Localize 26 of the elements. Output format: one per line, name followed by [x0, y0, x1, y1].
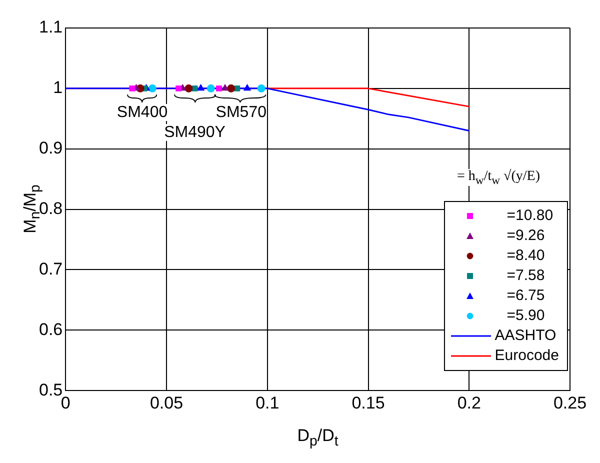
legend-label: =6.75: [506, 287, 545, 304]
legend-label: =8.40: [506, 247, 545, 264]
y-tick-label: 0.9: [38, 138, 63, 158]
x-tick-label: 0.25: [553, 393, 587, 412]
y-tick-label: 0.7: [38, 259, 63, 278]
legend-label: =5.90: [506, 307, 545, 324]
legend-label: =9.26: [506, 227, 545, 244]
x-tick-label: 0.1: [256, 393, 280, 412]
legend-label: =7.58: [506, 267, 545, 284]
annotation: SM400: [116, 104, 168, 122]
annotation: = h$_{w}$/t$_{w}$ √(y/E): [457, 168, 540, 186]
y-tick-label: 0.6: [38, 320, 63, 339]
x-tick-label: 0: [60, 393, 70, 412]
legend-label: AASHTO: [494, 327, 556, 344]
y-tick-label: 1: [53, 78, 63, 98]
x-axis-title: D$_{p}$/D$_{t}$: [296, 426, 340, 450]
annotation: SM490Y: [164, 124, 226, 142]
x-tick-label: 0.15: [352, 393, 385, 412]
y-tick-label: 0.5: [38, 380, 63, 400]
legend-label: =10.80: [506, 207, 554, 224]
x-tick-label: 0.2: [457, 393, 481, 412]
y-tick-label: 0.8: [38, 198, 63, 218]
annotation: SM570: [216, 104, 266, 122]
y-tick-label: 1.1: [38, 18, 63, 37]
legend-label: Eurocode: [494, 347, 559, 364]
x-tick-label: 0.05: [150, 393, 184, 412]
